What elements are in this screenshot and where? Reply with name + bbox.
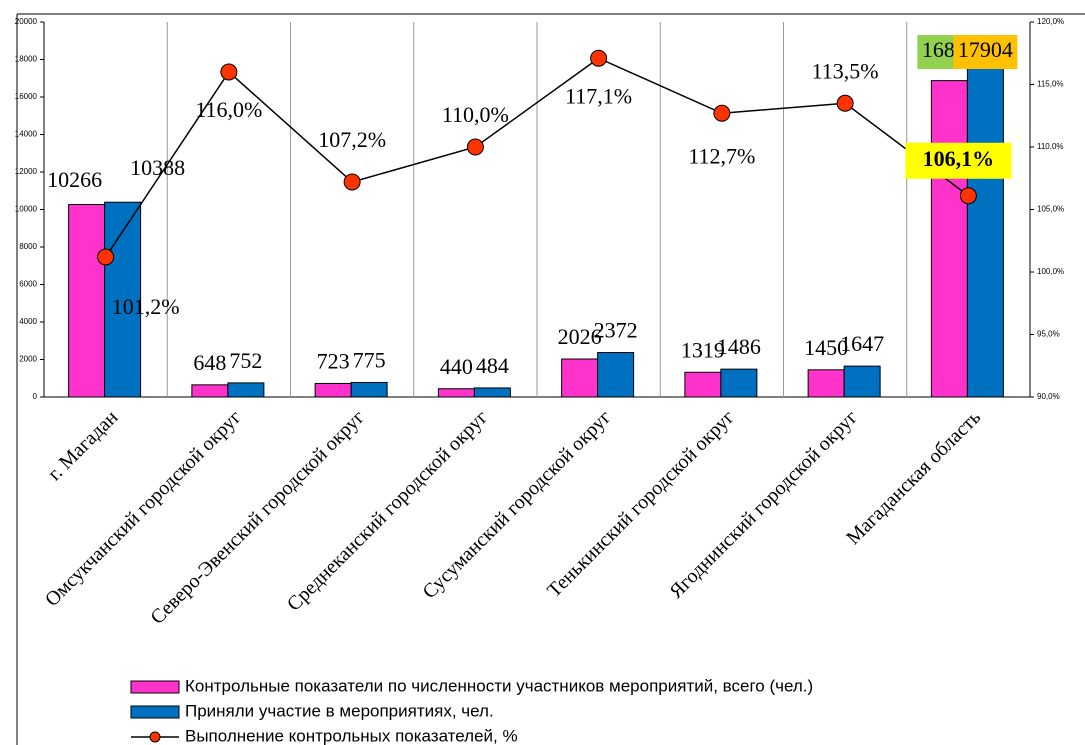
line-value-label: 117,1%	[565, 83, 632, 108]
y2-tick-label: 120,0%	[1037, 17, 1064, 26]
y-tick-label: 14000	[15, 130, 38, 139]
bar	[966, 60, 1004, 398]
bar	[684, 371, 722, 398]
y2-tick-label: 100,0%	[1037, 267, 1064, 276]
line-marker	[220, 63, 238, 81]
y-tick-label: 6000	[19, 280, 37, 289]
bar-value-label: 17904	[958, 37, 1013, 62]
bar	[807, 369, 845, 398]
x-tick-label: Среднеканский городской округ	[283, 406, 492, 615]
y2-tick-label: 115,0%	[1037, 80, 1064, 89]
bar	[350, 381, 388, 398]
y-tick-label: 18000	[15, 55, 38, 64]
line-value-label: 112,7%	[688, 143, 755, 168]
x-tick-label: Омсукчанский городской округ	[41, 406, 246, 611]
line-marker	[466, 138, 484, 156]
x-tick-label: Магаданская область	[842, 406, 985, 549]
legend-label: Приняли участие в мероприятиях, чел.	[185, 701, 494, 720]
y2-tick-label: 105,0%	[1037, 205, 1064, 214]
bar-value-label: 10266	[47, 167, 102, 192]
legend-marker	[149, 731, 161, 743]
label-bg	[953, 35, 1018, 69]
bar	[930, 80, 968, 398]
line-marker	[590, 49, 608, 67]
line-value-label: 107,2%	[318, 127, 386, 152]
bar-value-label: 775	[353, 348, 386, 373]
bar-value-label: 1450	[804, 335, 848, 360]
line-value-label: 106,1%	[923, 146, 995, 171]
y-tick-label: 4000	[19, 317, 37, 326]
y-tick-label: 8000	[19, 242, 37, 251]
y-tick-label: 2000	[19, 355, 37, 364]
legend-label: Контрольные показатели по численности уч…	[185, 676, 813, 695]
y-tick-label: 20000	[15, 17, 38, 26]
bar	[191, 384, 229, 398]
bar-value-label: 1319	[681, 337, 725, 362]
y-tick-label: 16000	[15, 92, 38, 101]
bar-value-label: 752	[229, 348, 262, 373]
x-tick-label: г. Магадан	[44, 406, 123, 485]
line-marker	[97, 248, 115, 266]
bar	[68, 204, 106, 398]
line-marker	[959, 187, 977, 205]
bar	[843, 365, 881, 398]
line-marker	[343, 173, 361, 191]
bar	[104, 201, 142, 398]
line-value-label: 101,2%	[112, 294, 180, 319]
line-value-label: 116,0%	[195, 97, 262, 122]
bar-value-label: 484	[476, 353, 509, 378]
bar-value-label: 440	[440, 354, 473, 379]
bar	[437, 388, 475, 398]
line-value-label: 113,5%	[812, 58, 879, 83]
legend-label: Выполнение контрольных показателей, %	[185, 726, 518, 745]
y-tick-label: 12000	[15, 167, 38, 176]
bar-value-label: 2372	[594, 318, 638, 343]
bar-value-label: 723	[317, 348, 350, 373]
label-bg	[905, 142, 1012, 179]
bar	[720, 368, 758, 398]
bar	[473, 387, 511, 398]
y2-tick-label: 95,0%	[1037, 330, 1060, 339]
x-tick-label: Северо-Эвенский городской округ	[146, 406, 369, 629]
y-tick-label: 10000	[15, 205, 38, 214]
line-marker	[836, 94, 854, 112]
line-marker	[713, 104, 731, 122]
bar	[227, 382, 265, 398]
bar-value-label: 2026	[558, 324, 602, 349]
legend-swatch	[130, 680, 180, 694]
line-value-label: 110,0%	[442, 102, 509, 127]
y-tick-label: 0	[33, 392, 38, 401]
y2-tick-label: 90,0%	[1037, 392, 1060, 401]
bar	[561, 358, 599, 398]
y2-tick-label: 110,0%	[1037, 142, 1064, 151]
bar	[314, 382, 352, 398]
bar-value-label: 1647	[840, 331, 884, 356]
bar-value-label: 1486	[717, 334, 761, 359]
bar-value-label: 648	[193, 350, 226, 375]
legend-swatch	[130, 705, 180, 719]
bar	[597, 352, 635, 398]
line	[105, 57, 969, 258]
bar-value-label: 10388	[130, 155, 185, 180]
